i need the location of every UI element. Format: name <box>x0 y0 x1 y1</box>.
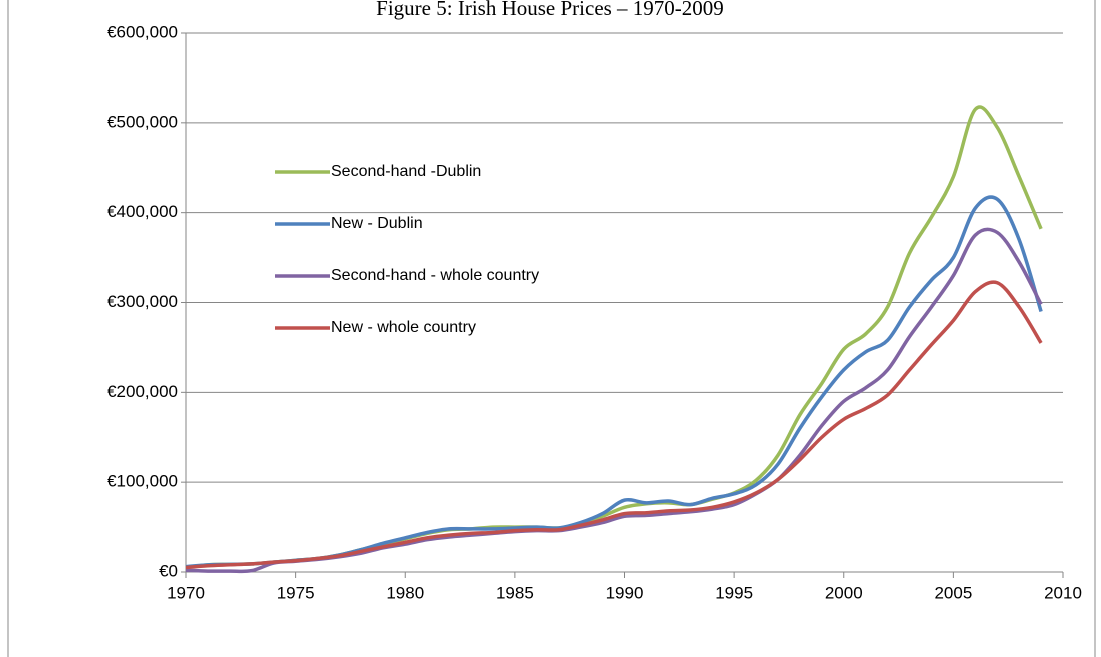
legend-label: Second-hand - whole country <box>331 267 539 284</box>
chart-border <box>7 0 1096 657</box>
chart-title: Figure 5: Irish House Prices – 1970-2009 <box>376 0 724 20</box>
x-tick-label: 2000 <box>825 583 863 602</box>
y-tick-label: €400,000 <box>107 202 178 221</box>
y-tick-label: €600,000 <box>107 22 178 41</box>
x-tick-label: 1980 <box>386 583 424 602</box>
x-tick-label: 2005 <box>934 583 972 602</box>
x-tick-label: 1985 <box>496 583 534 602</box>
line-series <box>185 227 1043 574</box>
y-tick-label: €0 <box>159 561 178 580</box>
x-tick-label: 1970 <box>167 583 205 602</box>
legend-label: New - whole country <box>331 319 476 336</box>
x-tick-label: 1995 <box>715 583 753 602</box>
legend-label: Second-hand -Dublin <box>331 163 481 180</box>
legend-label: New - Dublin <box>331 215 423 232</box>
y-tick-label: €300,000 <box>107 292 178 311</box>
x-tick-label: 1975 <box>277 583 315 602</box>
x-tick-label: 2010 <box>1044 583 1082 602</box>
x-tick-label: 1990 <box>606 583 644 602</box>
y-tick-label: €100,000 <box>107 472 178 491</box>
line-series <box>185 105 1043 570</box>
y-tick-label: €200,000 <box>107 382 178 401</box>
line-series <box>185 280 1043 570</box>
y-tick-label: €500,000 <box>107 112 178 131</box>
